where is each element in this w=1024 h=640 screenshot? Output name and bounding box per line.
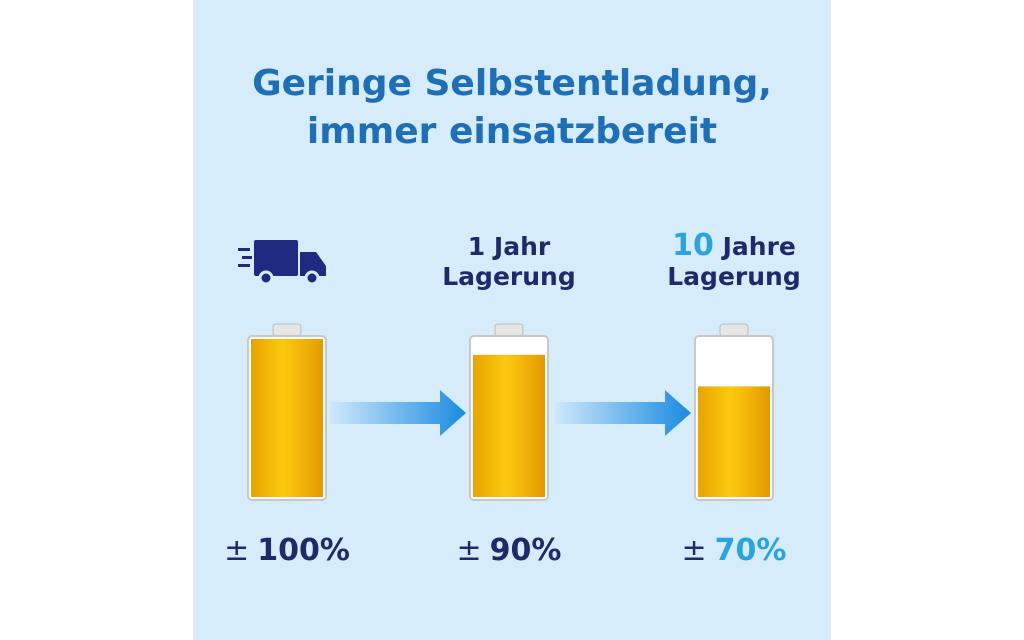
- charge-label: ±70%: [682, 533, 787, 568]
- storage-label: 1 Jahr: [468, 232, 551, 261]
- charge-value: 100%: [257, 533, 350, 568]
- battery-charge: [698, 386, 770, 497]
- storage-label: 10 Jahre: [672, 228, 796, 263]
- battery-charge: [251, 339, 323, 497]
- charge-value: 70%: [715, 533, 787, 568]
- charge-label: ±90%: [457, 533, 562, 568]
- label-text: Jahre: [714, 232, 796, 261]
- battery: [694, 323, 774, 501]
- title-line: Geringe Selbstentladung,: [252, 63, 772, 104]
- charge-sign: ±: [682, 533, 707, 568]
- battery-charge: [473, 354, 545, 497]
- battery: [247, 323, 327, 501]
- charge-sign: ±: [457, 533, 482, 568]
- battery-cap: [272, 323, 302, 337]
- storage-label: Lagerung: [667, 262, 800, 291]
- label-text: 1 Jahr: [468, 232, 551, 261]
- battery-cap: [719, 323, 749, 337]
- storage-label: Lagerung: [442, 262, 575, 291]
- arrow: [555, 390, 691, 436]
- battery-cap: [494, 323, 524, 337]
- charge-sign: ±: [224, 533, 249, 568]
- truck-icon: [238, 240, 326, 286]
- title-line: immer einsatzbereit: [307, 111, 717, 152]
- label-highlight: 10: [672, 228, 714, 263]
- battery: [469, 323, 549, 501]
- charge-value: 90%: [490, 533, 562, 568]
- charge-label: ±100%: [224, 533, 350, 568]
- panel-background: [193, 0, 831, 640]
- arrow: [330, 390, 466, 436]
